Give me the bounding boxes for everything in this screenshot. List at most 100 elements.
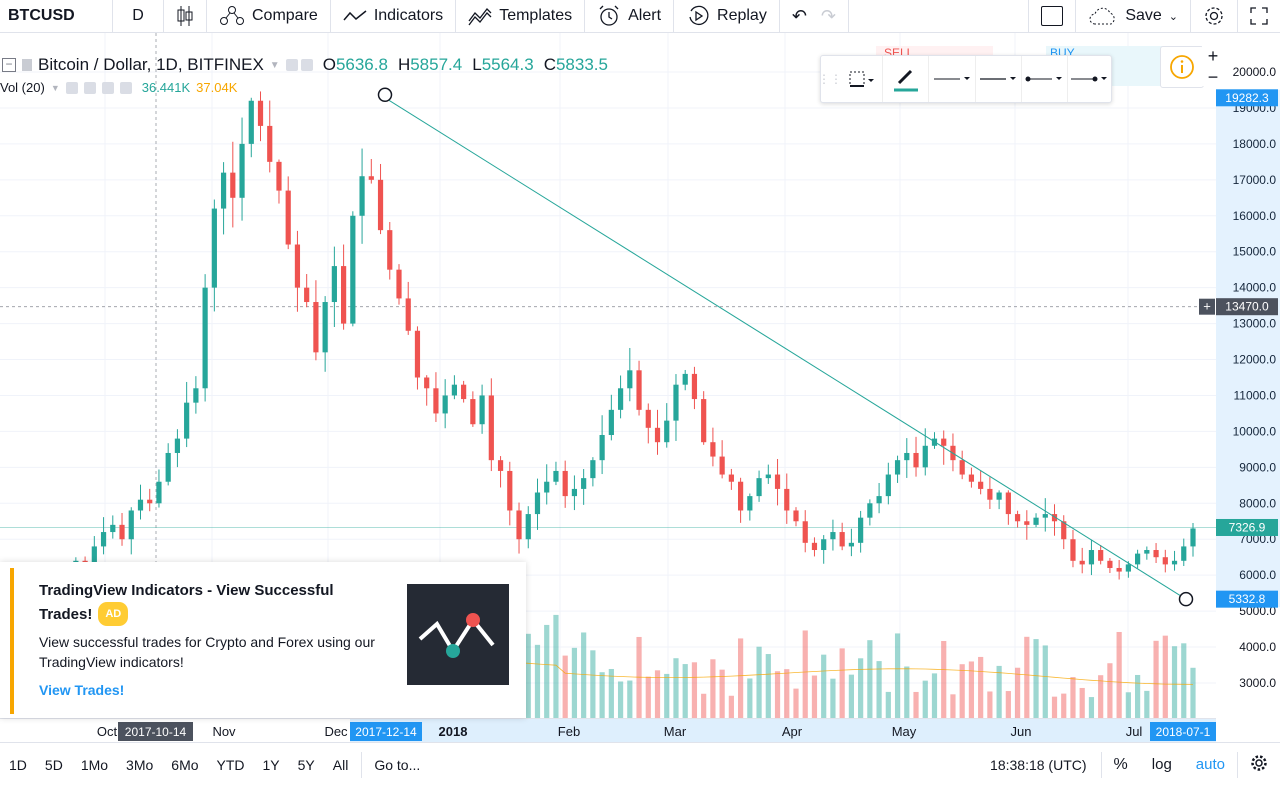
- replay-button[interactable]: Replay: [674, 0, 780, 32]
- bar-style-button[interactable]: [164, 0, 207, 32]
- ad-banner[interactable]: TradingView Indicators - View Successful…: [0, 562, 526, 718]
- symbol-search[interactable]: BTCUSD: [0, 0, 113, 32]
- volume-bar: [1033, 639, 1039, 718]
- candle-body: [230, 172, 236, 198]
- range-1y[interactable]: 1Y: [262, 756, 280, 773]
- candle-body: [128, 510, 134, 540]
- percent-toggle[interactable]: %: [1113, 755, 1128, 773]
- fullscreen-button[interactable]: [1238, 0, 1280, 32]
- eye-icon[interactable]: [285, 59, 298, 71]
- candle-body: [553, 470, 559, 482]
- candle-body: [959, 460, 965, 475]
- line-start-button[interactable]: [1022, 56, 1068, 102]
- volume-bar: [747, 678, 753, 718]
- layout-button[interactable]: [1028, 0, 1077, 32]
- volume-menu-icon[interactable]: ▼: [50, 82, 60, 93]
- save-button[interactable]: Save ⌄: [1076, 0, 1191, 32]
- ad-image[interactable]: [407, 584, 509, 685]
- collapse-icon[interactable]: −: [2, 58, 16, 72]
- volume-bar: [793, 688, 799, 718]
- volume-bar: [858, 658, 864, 718]
- drag-handle-icon[interactable]: ⋮⋮: [818, 72, 842, 86]
- indicators-button[interactable]: Indicators: [331, 0, 457, 32]
- candles-icon: [177, 6, 193, 26]
- goto-button[interactable]: Go to...: [374, 756, 421, 773]
- candle-body: [811, 542, 818, 551]
- settings-icon[interactable]: [83, 81, 96, 94]
- ad-accent-bar: [10, 568, 14, 714]
- line-style-button[interactable]: [976, 56, 1022, 102]
- redo-icon[interactable]: ↷: [820, 5, 837, 26]
- time-tick: Nov: [212, 724, 236, 739]
- settings-icon[interactable]: [300, 59, 313, 71]
- price-tag-top-bg: [1216, 89, 1278, 107]
- template-icon: [849, 71, 874, 87]
- candle-body: [193, 388, 199, 403]
- volume-bar: [544, 624, 550, 718]
- zoom-in-icon[interactable]: +: [1207, 46, 1219, 66]
- close-icon[interactable]: [119, 81, 132, 94]
- range-6mo[interactable]: 6Mo: [171, 756, 199, 773]
- templates-button[interactable]: Templates: [456, 0, 586, 32]
- selected-time-band: [350, 719, 1216, 743]
- price-tick: 8000.0: [1239, 496, 1276, 510]
- candle-body: [368, 176, 374, 180]
- ad-title: TradingView Indicators - View Successful…: [39, 580, 369, 626]
- line-color-button[interactable]: [883, 56, 930, 102]
- ad-title-text: TradingView Indicators - View Successful…: [39, 582, 334, 623]
- undo-icon[interactable]: ↶: [791, 5, 807, 26]
- zoom-out-icon[interactable]: −: [1207, 67, 1219, 87]
- view-trades-link[interactable]: View Trades!: [39, 682, 125, 698]
- template-button[interactable]: [839, 56, 884, 102]
- candle-body: [91, 546, 97, 565]
- legend-menu-icon[interactable]: ▼: [269, 59, 280, 71]
- range-1d[interactable]: 1D: [9, 756, 27, 773]
- time-tick: Apr: [782, 724, 803, 739]
- range-ytd[interactable]: YTD: [216, 756, 245, 773]
- candle-body: [747, 496, 753, 511]
- candle-body: [636, 370, 642, 410]
- range-all[interactable]: All: [332, 756, 349, 773]
- plus-icon[interactable]: [101, 81, 114, 94]
- time-axis[interactable]: Oct Nov Dec 2018 Feb Mar Apr May Jun Jul 2017-10-1…: [0, 718, 1216, 743]
- range-3mo[interactable]: 3Mo: [126, 756, 154, 773]
- chart-settings-button[interactable]: [1238, 754, 1280, 775]
- clock-time[interactable]: 18:38:18 (UTC): [990, 756, 1087, 773]
- alert-button[interactable]: Alert: [585, 0, 675, 32]
- volume-bar: [1190, 667, 1196, 718]
- price-axis[interactable]: 20000.0 19000.0 18000.0 17000.0 16000.0 15000…: [1216, 33, 1280, 718]
- candle-body: [830, 532, 836, 540]
- price-tag-crosshair-bg: [1216, 298, 1278, 316]
- line-end-button[interactable]: [1068, 56, 1111, 102]
- eye-icon[interactable]: [65, 81, 78, 94]
- line-width-button[interactable]: [929, 56, 976, 102]
- settings-button[interactable]: [1191, 0, 1238, 32]
- volume-bar: [608, 668, 614, 718]
- volume-bar: [1162, 635, 1168, 718]
- volume-bar: [590, 650, 596, 718]
- candle-body: [1116, 567, 1122, 572]
- info-button[interactable]: [1160, 46, 1204, 88]
- price-tick: 16000.0: [1233, 209, 1277, 223]
- candle-body: [996, 492, 1002, 500]
- candle-body: [793, 510, 799, 522]
- volume-bar: [1135, 674, 1141, 718]
- volume-ma-value: 37.04K: [196, 80, 238, 95]
- log-toggle[interactable]: log: [1151, 756, 1172, 773]
- volume-bar: [1061, 693, 1067, 718]
- time-tag-crosshair: 2017-10-14: [125, 725, 187, 739]
- legend-title: Bitcoin / Dollar, 1D, BITFINEX: [38, 55, 264, 74]
- auto-toggle[interactable]: auto: [1195, 756, 1225, 773]
- compare-button[interactable]: Compare: [207, 0, 331, 32]
- interval-button[interactable]: D: [113, 0, 164, 32]
- range-5y[interactable]: 5Y: [297, 756, 315, 773]
- candle-body: [774, 474, 781, 489]
- range-1mo[interactable]: 1Mo: [80, 756, 109, 773]
- price-tick: 12000.0: [1233, 353, 1277, 367]
- range-5d[interactable]: 5D: [44, 756, 63, 773]
- candle-body: [922, 445, 928, 468]
- candle-body: [590, 460, 596, 479]
- candle-body: [1051, 514, 1058, 522]
- volume-bar: [1051, 696, 1058, 718]
- volume-bar: [553, 614, 559, 718]
